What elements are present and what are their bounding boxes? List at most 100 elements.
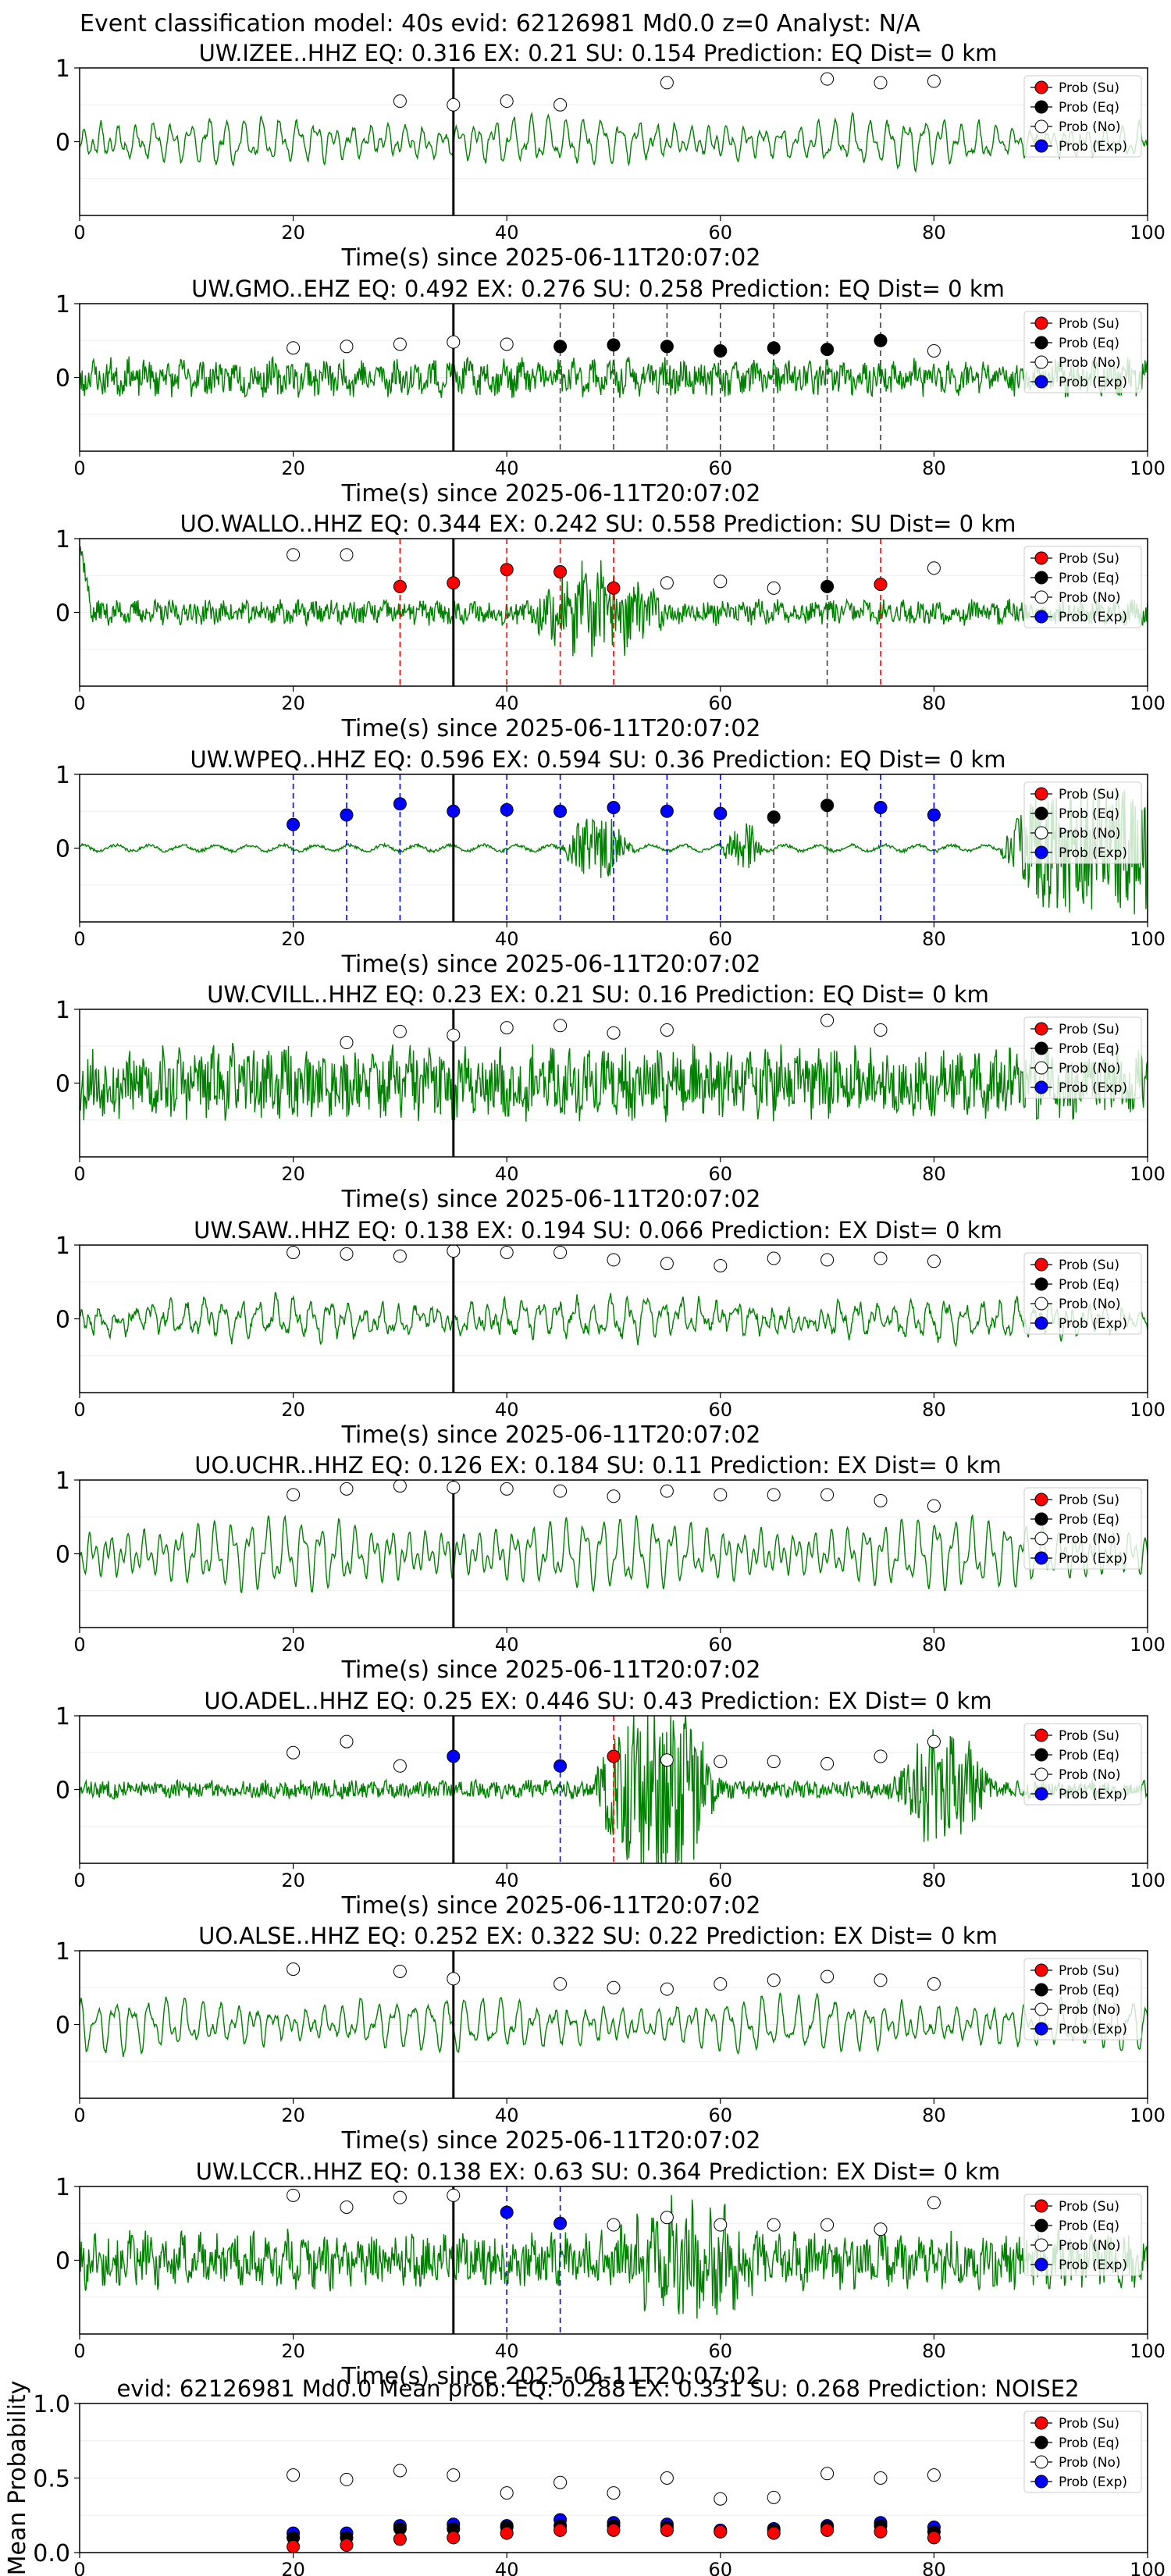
panel-2: UO.WALLO..HHZ EQ: 0.344 EX: 0.242 SU: 0.… [55,511,1166,742]
prob-point-no [660,1484,674,1498]
prob-point-no [820,1969,835,1984]
legend-label-exp: Prob (Exp) [1059,845,1127,861]
prob-point-no [820,1756,835,1770]
prob-point-no [340,340,354,354]
y-tick-label: 0 [55,1777,70,1805]
prob-point-no [874,2222,888,2236]
legend-label-eq: Prob (Eq) [1059,2218,1119,2234]
x-tick-label: 60 [709,1399,733,1421]
x-tick-label: 20 [281,1163,305,1185]
prob-point-su [393,579,407,593]
x-tick-label: 80 [922,928,946,950]
legend-label-eq: Prob (Eq) [1059,806,1119,822]
prob-point-no [340,1735,354,1749]
y-tick-label: 0 [55,365,70,393]
mean-prob-point-su [607,2523,621,2537]
prob-point-no [447,2188,461,2202]
prob-point-exp [447,1749,461,1763]
legend-marker-exp [1034,2022,1048,2036]
legend-marker-exp [1034,375,1048,389]
x-tick-label: 20 [281,1634,305,1656]
panel-plot-area [80,1951,1148,2098]
x-tick-label: 40 [495,1870,519,1891]
x-tick-label: 0 [73,692,85,714]
legend-marker-exp [1034,1080,1048,1094]
legend-box [1023,1723,1142,1806]
prob-point-no [660,1257,674,1271]
panel-plot-area [80,68,1148,215]
prob-point-no [874,1251,888,1265]
legend-label-eq: Prob (Eq) [1059,2435,1119,2451]
legend-marker-exp [1034,2258,1048,2272]
prob-point-eq [820,799,835,813]
prob-point-no [553,1019,568,1033]
prob-point-no [607,2218,621,2232]
legend-label-no: Prob (No) [1059,355,1121,371]
prob-point-no [340,1247,354,1261]
x-axis-label: Time(s) since 2025-06-11T20:07:02 [341,1421,761,1449]
prob-point-no [287,341,301,355]
x-tick-label: 60 [709,692,733,714]
x-tick-label: 40 [495,457,519,479]
legend-label-no: Prob (No) [1059,2002,1121,2018]
prob-point-no [927,1499,941,1513]
y-tick-label: 1 [55,1938,70,1966]
prob-point-eq [714,343,728,358]
prob-point-exp [714,806,728,820]
y-tick-label: 1 [55,55,70,83]
legend-box [1023,1016,1142,1099]
legend-label-no: Prob (No) [1059,1532,1121,1547]
x-tick-label: 100 [1130,1870,1166,1891]
y-tick-label: 0 [55,1542,70,1569]
prob-point-no [820,72,835,86]
prob-point-no [553,98,568,112]
legend-label-exp: Prob (Exp) [1059,375,1127,390]
prob-point-exp [447,804,461,818]
panel-title: UO.WALLO..HHZ EQ: 0.344 EX: 0.242 SU: 0.… [180,511,1016,537]
prob-point-no [714,1488,728,1502]
panel-9: UW.LCCR..HHZ EQ: 0.138 EX: 0.63 SU: 0.36… [55,2158,1166,2390]
x-tick-label: 60 [709,1870,733,1891]
prob-point-no [447,98,461,112]
prob-point-no [927,74,941,88]
prob-point-no [607,1489,621,1503]
x-axis-label: Time(s) since 2025-06-11T20:07:02 [341,1656,761,1684]
prob-point-no [767,1973,781,1987]
legend-label-eq: Prob (Eq) [1059,100,1119,116]
mean-prob-point-su [820,2523,835,2537]
x-tick-label: 60 [709,2559,733,2576]
panel-title: UO.ADEL..HHZ EQ: 0.25 EX: 0.446 SU: 0.43… [204,1688,991,1714]
prob-point-no [340,2200,354,2214]
legend-label-exp: Prob (Exp) [1059,1551,1127,1567]
prob-point-no [874,1023,888,1037]
prob-point-no [447,335,461,349]
prob-point-exp [340,808,354,822]
prob-point-no [393,1249,407,1263]
y-tick-label: 1.0 [33,2391,70,2418]
legend-box [1023,2411,1142,2493]
x-tick-label: 20 [281,928,305,950]
prob-point-no [660,1982,674,1996]
mean-prob-point-su [287,2539,301,2553]
legend-marker-eq [1034,1277,1048,1291]
prob-point-exp [927,808,941,822]
prob-point-no [500,1245,514,1259]
y-tick-label: 0 [55,1071,70,1098]
legend-label-su: Prob (Su) [1059,1728,1119,1744]
panel-3: UW.WPEQ..HHZ EQ: 0.596 EX: 0.594 SU: 0.3… [55,746,1166,978]
legend-marker-no [1034,2455,1048,2469]
legend-marker-no [1034,1297,1048,1311]
x-tick-label: 80 [922,1399,946,1421]
mean-prob-point-su [874,2524,888,2539]
legend-box [1023,1252,1142,1335]
legend-label-no: Prob (No) [1059,826,1121,841]
legend-label-su: Prob (Su) [1059,80,1119,96]
waveform-trace [80,1514,1148,1593]
prob-point-exp [393,797,407,811]
legend-label-eq: Prob (Eq) [1059,571,1119,586]
legend-label-exp: Prob (Exp) [1059,2475,1127,2490]
panel-1: UW.GMO..EHZ EQ: 0.492 EX: 0.276 SU: 0.25… [55,276,1166,507]
legend-marker-eq [1034,1983,1048,1997]
prob-point-no [660,2211,674,2225]
x-axis-label: Time(s) since 2025-06-11T20:07:02 [341,1186,761,1213]
